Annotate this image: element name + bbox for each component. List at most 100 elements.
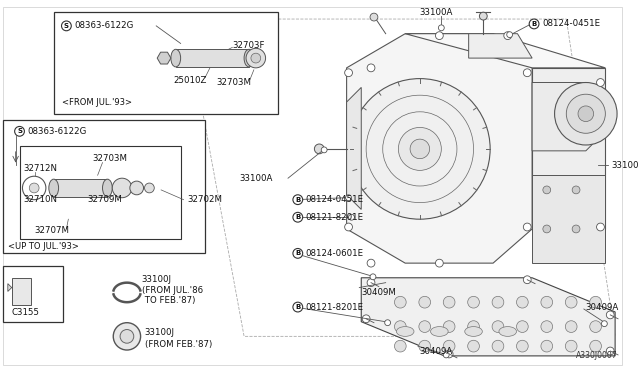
Polygon shape	[157, 52, 171, 64]
Circle shape	[578, 106, 594, 122]
Circle shape	[385, 320, 390, 326]
Text: 33100A: 33100A	[420, 8, 453, 17]
Circle shape	[468, 321, 479, 333]
Text: 33100A: 33100A	[239, 174, 273, 183]
Circle shape	[516, 296, 528, 308]
Bar	[176, 49, 249, 67]
Circle shape	[572, 186, 580, 194]
Circle shape	[492, 296, 504, 308]
Circle shape	[516, 340, 528, 352]
Ellipse shape	[102, 179, 112, 197]
Circle shape	[444, 296, 455, 308]
Circle shape	[367, 279, 375, 286]
Circle shape	[444, 352, 449, 358]
Text: <FROM JUL.'93>: <FROM JUL.'93>	[61, 97, 131, 106]
Text: B: B	[295, 214, 300, 220]
Circle shape	[524, 276, 531, 283]
Circle shape	[602, 321, 607, 327]
Text: 30409A: 30409A	[586, 302, 619, 312]
Circle shape	[589, 321, 602, 333]
Circle shape	[468, 296, 479, 308]
Circle shape	[444, 321, 455, 333]
Polygon shape	[468, 34, 532, 58]
Text: 32707M: 32707M	[34, 227, 69, 235]
Circle shape	[293, 302, 303, 312]
Circle shape	[349, 78, 490, 219]
Bar	[54, 179, 108, 197]
Text: 33100J: 33100J	[141, 275, 172, 284]
Ellipse shape	[431, 327, 448, 336]
Text: B: B	[295, 304, 300, 310]
Text: S: S	[64, 23, 69, 29]
Circle shape	[15, 126, 24, 136]
Circle shape	[606, 347, 614, 355]
Circle shape	[29, 183, 39, 193]
Circle shape	[293, 195, 303, 205]
Text: B: B	[531, 21, 537, 27]
Circle shape	[589, 340, 602, 352]
Circle shape	[394, 340, 406, 352]
Bar	[54, 12, 278, 114]
Circle shape	[435, 32, 444, 39]
Circle shape	[113, 323, 141, 350]
Circle shape	[468, 340, 479, 352]
Text: 08363-6122G: 08363-6122G	[74, 21, 134, 31]
Circle shape	[555, 83, 617, 145]
Text: 33100: 33100	[611, 161, 639, 170]
Circle shape	[345, 223, 353, 231]
Circle shape	[524, 223, 531, 231]
Circle shape	[145, 183, 154, 193]
Polygon shape	[532, 175, 605, 263]
Text: 32703M: 32703M	[217, 78, 252, 87]
Circle shape	[589, 296, 602, 308]
Circle shape	[367, 259, 375, 267]
Text: C3155: C3155	[12, 308, 40, 317]
Circle shape	[479, 12, 487, 20]
Circle shape	[394, 296, 406, 308]
Ellipse shape	[171, 49, 180, 67]
Polygon shape	[532, 83, 600, 151]
Polygon shape	[405, 34, 605, 68]
Polygon shape	[347, 34, 532, 263]
Polygon shape	[361, 278, 615, 356]
Circle shape	[398, 128, 442, 170]
Ellipse shape	[49, 179, 59, 197]
Polygon shape	[532, 68, 605, 229]
Text: 08121-8201E: 08121-8201E	[306, 213, 364, 222]
Circle shape	[529, 19, 539, 29]
Text: A330J0007: A330J0007	[575, 351, 617, 360]
Circle shape	[112, 178, 132, 198]
Circle shape	[419, 340, 431, 352]
Circle shape	[572, 225, 580, 233]
Polygon shape	[8, 283, 12, 291]
Bar	[3, 120, 205, 253]
Circle shape	[410, 139, 429, 159]
Text: 32709M: 32709M	[88, 195, 123, 204]
Circle shape	[444, 340, 455, 352]
Text: 08124-0601E: 08124-0601E	[306, 249, 364, 258]
Bar	[3, 266, 63, 322]
Text: 32712N: 32712N	[24, 164, 58, 173]
Circle shape	[541, 296, 552, 308]
Circle shape	[435, 259, 444, 267]
Text: 32710N: 32710N	[24, 195, 58, 204]
Circle shape	[566, 94, 605, 133]
Circle shape	[438, 25, 444, 31]
Text: 33100J: 33100J	[145, 328, 175, 337]
Text: 30409A: 30409A	[420, 346, 453, 356]
Text: 08124-0451E: 08124-0451E	[306, 195, 364, 204]
Text: B: B	[295, 250, 300, 256]
Circle shape	[22, 176, 46, 200]
Text: 08124-0451E: 08124-0451E	[542, 19, 600, 28]
Circle shape	[504, 32, 511, 39]
Circle shape	[606, 311, 614, 319]
Circle shape	[346, 195, 351, 201]
Circle shape	[367, 64, 375, 72]
Polygon shape	[347, 87, 361, 209]
Circle shape	[524, 69, 531, 77]
Circle shape	[541, 321, 552, 333]
Text: <UP TO JUL.'93>: <UP TO JUL.'93>	[8, 242, 79, 251]
Circle shape	[516, 321, 528, 333]
Circle shape	[394, 321, 406, 333]
Circle shape	[419, 296, 431, 308]
